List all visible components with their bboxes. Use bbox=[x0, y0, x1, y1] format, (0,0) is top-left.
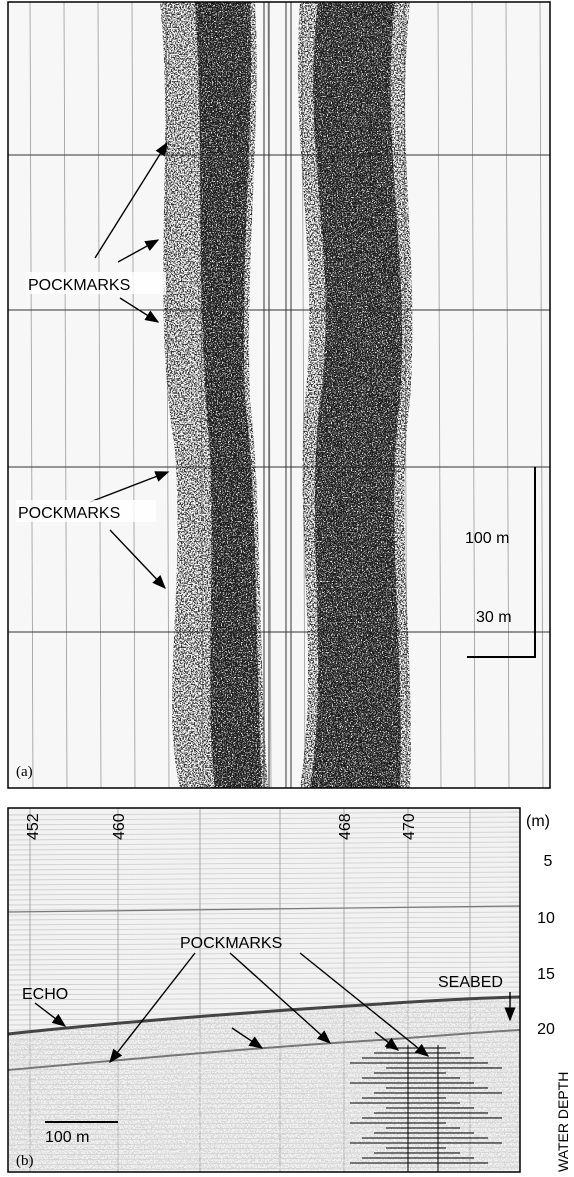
texture-line bbox=[8, 911, 520, 916]
texture-line bbox=[8, 921, 520, 926]
scale-label: 100 m bbox=[45, 1129, 89, 1146]
texture-line bbox=[8, 966, 520, 971]
track-label: 452 bbox=[25, 813, 42, 840]
texture-line bbox=[8, 896, 520, 901]
texture-line bbox=[8, 816, 520, 821]
texture-line bbox=[8, 916, 520, 921]
panel-label: (a) bbox=[16, 764, 33, 780]
track-label: 470 bbox=[401, 813, 418, 840]
texture-line bbox=[8, 871, 520, 876]
scale-label: 100 m bbox=[465, 530, 509, 547]
depth-tick: 15 bbox=[537, 966, 555, 983]
depth-tick: 10 bbox=[537, 910, 555, 927]
texture-line bbox=[8, 976, 520, 981]
texture-line bbox=[8, 866, 520, 871]
texture-line bbox=[8, 811, 520, 816]
texture-line bbox=[437, 2, 442, 788]
panel-label: (b) bbox=[16, 1153, 34, 1169]
texture-line bbox=[8, 931, 520, 936]
scale-label: 30 m bbox=[476, 609, 512, 626]
annotation: POCKMARKS bbox=[18, 505, 120, 522]
panel-frame bbox=[7, 807, 521, 1173]
texture-line bbox=[8, 951, 520, 956]
texture-line bbox=[8, 971, 520, 976]
texture-line bbox=[8, 901, 520, 906]
texture-line bbox=[8, 886, 520, 891]
texture-line bbox=[8, 861, 520, 866]
texture-line bbox=[8, 891, 520, 896]
texture-line bbox=[8, 946, 520, 951]
texture-line bbox=[29, 2, 34, 788]
texture-line bbox=[8, 851, 520, 856]
texture-line bbox=[539, 2, 544, 788]
panel-frame bbox=[7, 1, 551, 789]
texture-line bbox=[8, 881, 520, 886]
texture-line bbox=[8, 836, 520, 841]
texture-line bbox=[97, 2, 102, 788]
sonar-image-a bbox=[8, 2, 550, 788]
texture-line bbox=[8, 831, 520, 836]
texture-line bbox=[8, 991, 520, 996]
annotation: POCKMARKS bbox=[180, 935, 282, 952]
texture-line bbox=[131, 2, 136, 788]
texture-line bbox=[8, 876, 520, 881]
depth-tick: 20 bbox=[537, 1021, 555, 1038]
track-label: 460 bbox=[111, 813, 128, 840]
texture-line bbox=[8, 856, 520, 861]
annotation: POCKMARKS bbox=[28, 277, 130, 294]
texture-line bbox=[8, 926, 520, 931]
texture-line bbox=[8, 936, 520, 941]
texture-line bbox=[8, 821, 520, 826]
arrows-b bbox=[34, 952, 516, 1064]
texture-line bbox=[8, 961, 520, 966]
axis-title: WATER DEPTH bbox=[555, 1072, 571, 1172]
texture-line bbox=[63, 2, 68, 788]
texture-line bbox=[8, 841, 520, 846]
arrows-a bbox=[89, 141, 170, 590]
track-label: 468 bbox=[337, 813, 354, 840]
texture-line bbox=[8, 956, 520, 961]
annotation: SEABED bbox=[438, 974, 503, 991]
texture-line bbox=[8, 996, 520, 1001]
annotation: ECHO bbox=[22, 986, 68, 1003]
texture-line bbox=[8, 941, 520, 946]
depth-tick: 5 bbox=[544, 853, 553, 870]
texture-line bbox=[8, 986, 520, 991]
axis-unit: (m) bbox=[526, 813, 550, 830]
scale-bar bbox=[467, 467, 536, 658]
texture-line bbox=[8, 846, 520, 851]
texture-line bbox=[8, 826, 520, 831]
